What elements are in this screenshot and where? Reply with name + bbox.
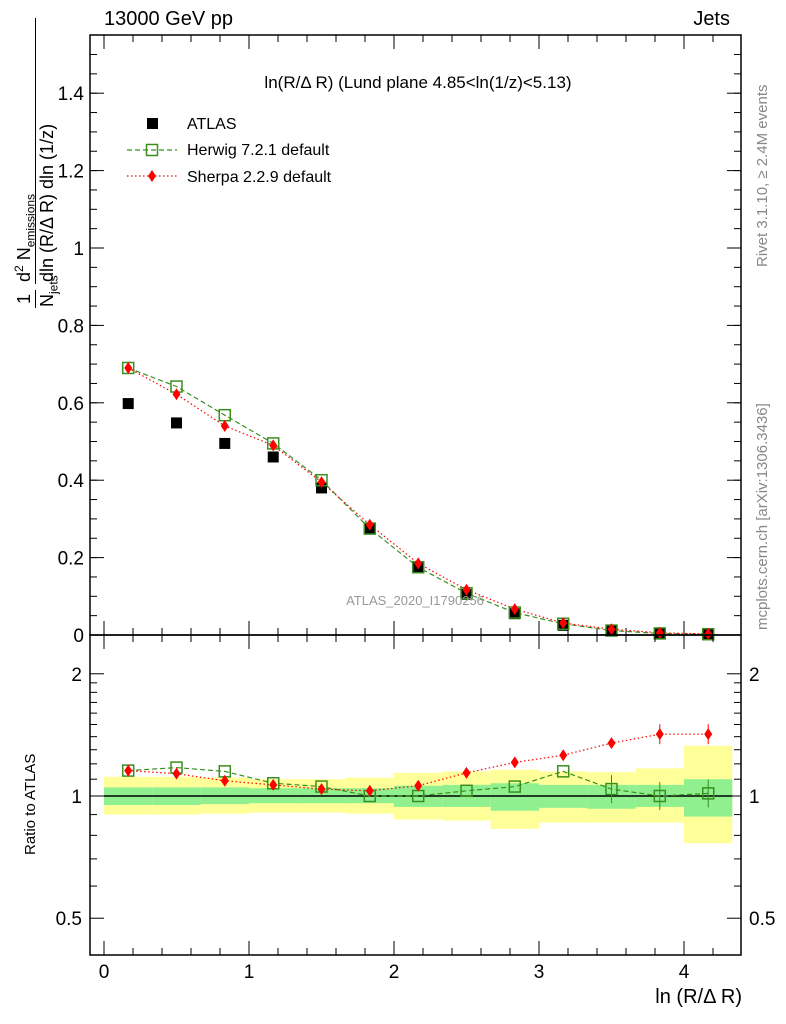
- atlas-point: [219, 437, 231, 449]
- main-ytick-label: 0.8: [58, 316, 84, 337]
- xaxis-label: ln (R/Δ R): [655, 986, 742, 1008]
- legend-herwig-label: Herwig 7.2.1 default: [187, 142, 330, 159]
- rivet-version-label: Rivet 3.1.10, ≥ 2.4M events: [754, 84, 771, 268]
- main-ytick-label: 0.6: [58, 394, 84, 415]
- herwig-ratio-point: [701, 787, 715, 800]
- sherpa-point: [510, 603, 519, 616]
- sherpa-point: [559, 617, 568, 630]
- legend-herwig-marker: [145, 143, 159, 157]
- ratio-yaxis-label: Ratio to ATLAS: [22, 753, 39, 855]
- sherpa-ratio-point: [510, 756, 519, 769]
- ratio-ytick-label-right: 1: [749, 787, 760, 808]
- xtick-label: 3: [534, 962, 545, 983]
- legend: ATLAS Herwig 7.2.1 default Sherpa 2.2.9 …: [127, 116, 332, 186]
- sherpa-point: [462, 583, 471, 596]
- sherpa-point: [704, 627, 713, 640]
- sherpa-ratio-point: [172, 767, 181, 780]
- main-ytick-label: 1.2: [58, 162, 84, 183]
- xtick-label: 2: [389, 962, 400, 983]
- herwig-ratio-point: [653, 789, 667, 803]
- sherpa-ratio-point: [414, 779, 423, 792]
- atlas-point: [122, 398, 134, 410]
- header-process-label: Jets: [693, 8, 730, 30]
- xtick-label: 4: [679, 962, 690, 983]
- sherpa-point: [269, 439, 278, 452]
- ratio-ytick-label-left: 1: [71, 787, 82, 808]
- sherpa-ratio-point: [655, 728, 664, 741]
- herwig-ratio-point: [411, 789, 425, 803]
- sherpa-ratio-point: [317, 783, 326, 796]
- herwig-ratio-point: [508, 780, 522, 793]
- xtick-label: 1: [244, 962, 255, 983]
- ratio-band-inner: [490, 783, 539, 811]
- legend-atlas-marker: [147, 118, 158, 129]
- main-plot: 0 0.2 0.4 0.6 0.8 1 1.2 1.4: [58, 35, 741, 647]
- ratio-ytick-label-right: 0.5: [749, 909, 775, 930]
- sherpa-point: [172, 388, 181, 401]
- sherpa-point: [414, 557, 423, 570]
- main-title: ln(R/Δ R) (Lund plane 4.85<ln(1/z)<5.13): [264, 73, 571, 92]
- sherpa-point: [655, 626, 664, 639]
- sherpa-point: [607, 623, 616, 636]
- sherpa-ratio-point: [220, 774, 229, 787]
- main-ytick-label: 1.4: [58, 84, 85, 105]
- main-ytick-label: 0.4: [58, 471, 85, 492]
- sherpa-ratio-point: [124, 764, 133, 777]
- watermark: ATLAS_2020_I1790256: [346, 593, 484, 608]
- legend-sherpa-label: Sherpa 2.2.9 default: [187, 169, 332, 186]
- mcplots-reference-label: mcplots.cern.ch [arXiv:1306.3436]: [754, 403, 771, 630]
- sherpa-point: [124, 361, 133, 374]
- ratio-plot: 0.5 0.5 1 1 2 2 0 1 2 3 4: [56, 635, 775, 983]
- ratio-ytick-label-left: 2: [71, 665, 82, 686]
- sherpa-ratio-point: [559, 749, 568, 762]
- legend-sherpa-marker: [148, 170, 156, 182]
- header-energy-label: 13000 GeV pp: [104, 8, 233, 30]
- ratio-ytick-label-right: 2: [749, 665, 760, 686]
- sherpa-ratio-point: [269, 778, 278, 791]
- herwig-ratio-point: [556, 765, 570, 778]
- sherpa-point: [220, 420, 229, 433]
- herwig-ratio-point: [460, 784, 473, 798]
- ratio-ytick-label-left: 0.5: [56, 909, 82, 930]
- xtick-label: 0: [99, 962, 110, 983]
- sherpa-point: [317, 476, 326, 489]
- sherpa-ratio-point: [365, 784, 374, 797]
- sherpa-ratio-point: [462, 766, 471, 779]
- atlas-point: [267, 451, 279, 463]
- sherpa-ratio-point: [607, 737, 616, 750]
- main-ytick-label: 0.2: [58, 549, 84, 570]
- sherpa-point: [365, 518, 374, 531]
- herwig-ratio-point: [605, 782, 618, 796]
- sherpa-ratio-point: [704, 728, 713, 741]
- legend-atlas-label: ATLAS: [187, 116, 237, 133]
- atlas-point: [171, 417, 182, 429]
- main-ytick-label: 1: [73, 239, 84, 260]
- main-yaxis-label: 1 Njets d2 Nemissions dln (R/Δ R) dln (1…: [8, 18, 61, 308]
- ratio-plot-frame: [89, 634, 742, 956]
- main-ytick-label: 0: [73, 626, 84, 647]
